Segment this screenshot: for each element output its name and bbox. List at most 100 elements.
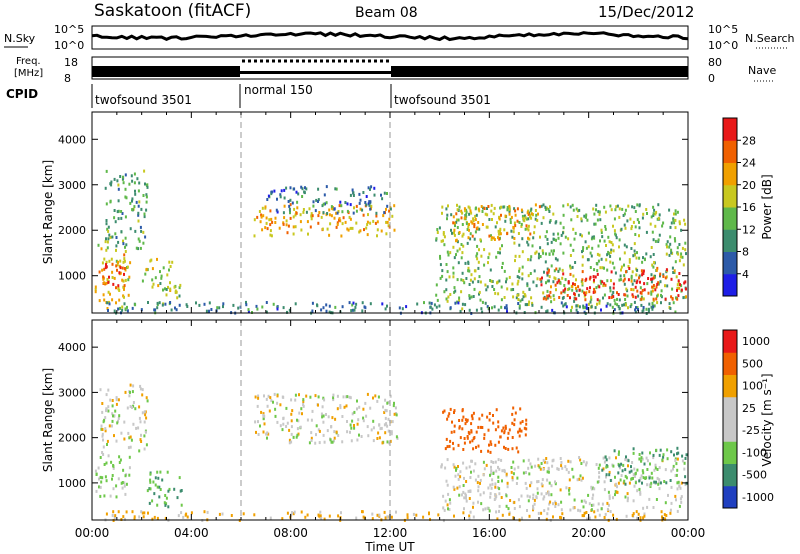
data-cell <box>528 472 531 476</box>
data-cell <box>609 260 612 264</box>
data-cell <box>546 461 549 465</box>
data-cell <box>508 212 511 216</box>
data-cell <box>463 437 466 440</box>
data-cell <box>625 455 627 459</box>
data-cell <box>101 402 104 405</box>
data-cell <box>344 220 347 224</box>
data-cell <box>135 246 138 250</box>
data-cell <box>289 186 292 190</box>
data-cell <box>135 426 138 430</box>
data-cell <box>530 481 533 485</box>
data-cell <box>433 303 436 307</box>
data-cell <box>579 458 582 462</box>
data-cell <box>569 460 572 464</box>
data-cell <box>590 297 593 301</box>
data-cell <box>497 232 500 236</box>
data-cell <box>286 231 289 235</box>
data-cell <box>582 306 585 310</box>
beam-title: Beam 08 <box>355 5 418 21</box>
data-cell <box>329 438 332 442</box>
data-cell <box>670 251 673 255</box>
data-cell <box>262 430 265 434</box>
data-cell <box>255 304 258 308</box>
data-cell <box>569 205 572 209</box>
data-cell <box>645 208 648 211</box>
data-cell <box>123 420 126 424</box>
data-cell <box>613 449 616 453</box>
data-cell <box>513 241 516 245</box>
data-cell <box>481 310 484 314</box>
data-cell <box>484 507 487 511</box>
data-cell <box>498 504 501 508</box>
x-axis-label: Time UT <box>364 540 415 554</box>
data-cell <box>677 252 680 256</box>
data-cell <box>105 248 108 252</box>
data-cell <box>435 237 438 241</box>
data-cell <box>503 269 506 273</box>
data-cell <box>166 273 169 277</box>
data-cell <box>598 475 601 479</box>
data-cell <box>620 227 623 231</box>
data-cell <box>537 511 540 515</box>
data-cell <box>559 221 562 225</box>
data-cell <box>594 275 597 279</box>
data-cell <box>591 496 594 500</box>
data-cell <box>100 424 103 428</box>
data-cell <box>143 511 146 515</box>
data-cell <box>607 490 610 494</box>
data-cell <box>543 270 545 274</box>
data-cell <box>459 436 462 440</box>
data-cell <box>655 210 658 214</box>
data-cell <box>510 466 513 469</box>
data-cell <box>624 468 627 472</box>
data-cell <box>640 297 643 301</box>
data-cell <box>287 200 290 203</box>
data-cell <box>628 481 631 485</box>
data-cell <box>564 235 567 239</box>
data-cell <box>672 467 674 471</box>
data-cell <box>680 495 683 499</box>
data-cell <box>111 412 114 416</box>
data-cell <box>636 203 639 207</box>
data-cell <box>142 515 145 519</box>
data-cell <box>339 406 342 410</box>
data-cell <box>489 495 492 499</box>
velocity-colorbar-swatches <box>723 330 737 509</box>
data-cell <box>639 476 642 480</box>
data-cell <box>621 469 624 473</box>
data-cell <box>112 487 115 491</box>
data-cell <box>657 240 660 243</box>
data-cell <box>263 414 266 418</box>
data-cell <box>322 420 325 424</box>
data-cell <box>393 412 396 416</box>
data-cell <box>128 182 131 186</box>
data-cell <box>454 474 457 478</box>
data-cell <box>479 493 482 497</box>
data-cell <box>340 204 343 208</box>
data-cell <box>158 301 161 305</box>
nsky-trace <box>91 31 689 42</box>
data-cell <box>310 214 313 218</box>
data-cell <box>520 224 523 228</box>
data-cell <box>609 286 612 290</box>
data-cell <box>567 280 570 284</box>
data-cell <box>330 205 333 209</box>
data-cell <box>441 269 444 273</box>
data-cell <box>624 458 627 462</box>
y-tick-label: 1000 <box>58 477 86 490</box>
data-cell <box>487 306 490 310</box>
data-cell <box>384 516 387 520</box>
data-cell <box>642 506 645 510</box>
data-cell <box>353 424 355 427</box>
data-cell <box>386 401 389 405</box>
data-cell <box>480 449 483 453</box>
data-cell <box>636 218 639 222</box>
data-cell <box>120 431 123 435</box>
data-cell <box>661 224 664 228</box>
data-cell <box>140 440 143 443</box>
data-cell <box>455 239 457 243</box>
data-cell <box>460 290 463 294</box>
data-cell <box>479 481 481 485</box>
data-cell <box>597 210 600 214</box>
